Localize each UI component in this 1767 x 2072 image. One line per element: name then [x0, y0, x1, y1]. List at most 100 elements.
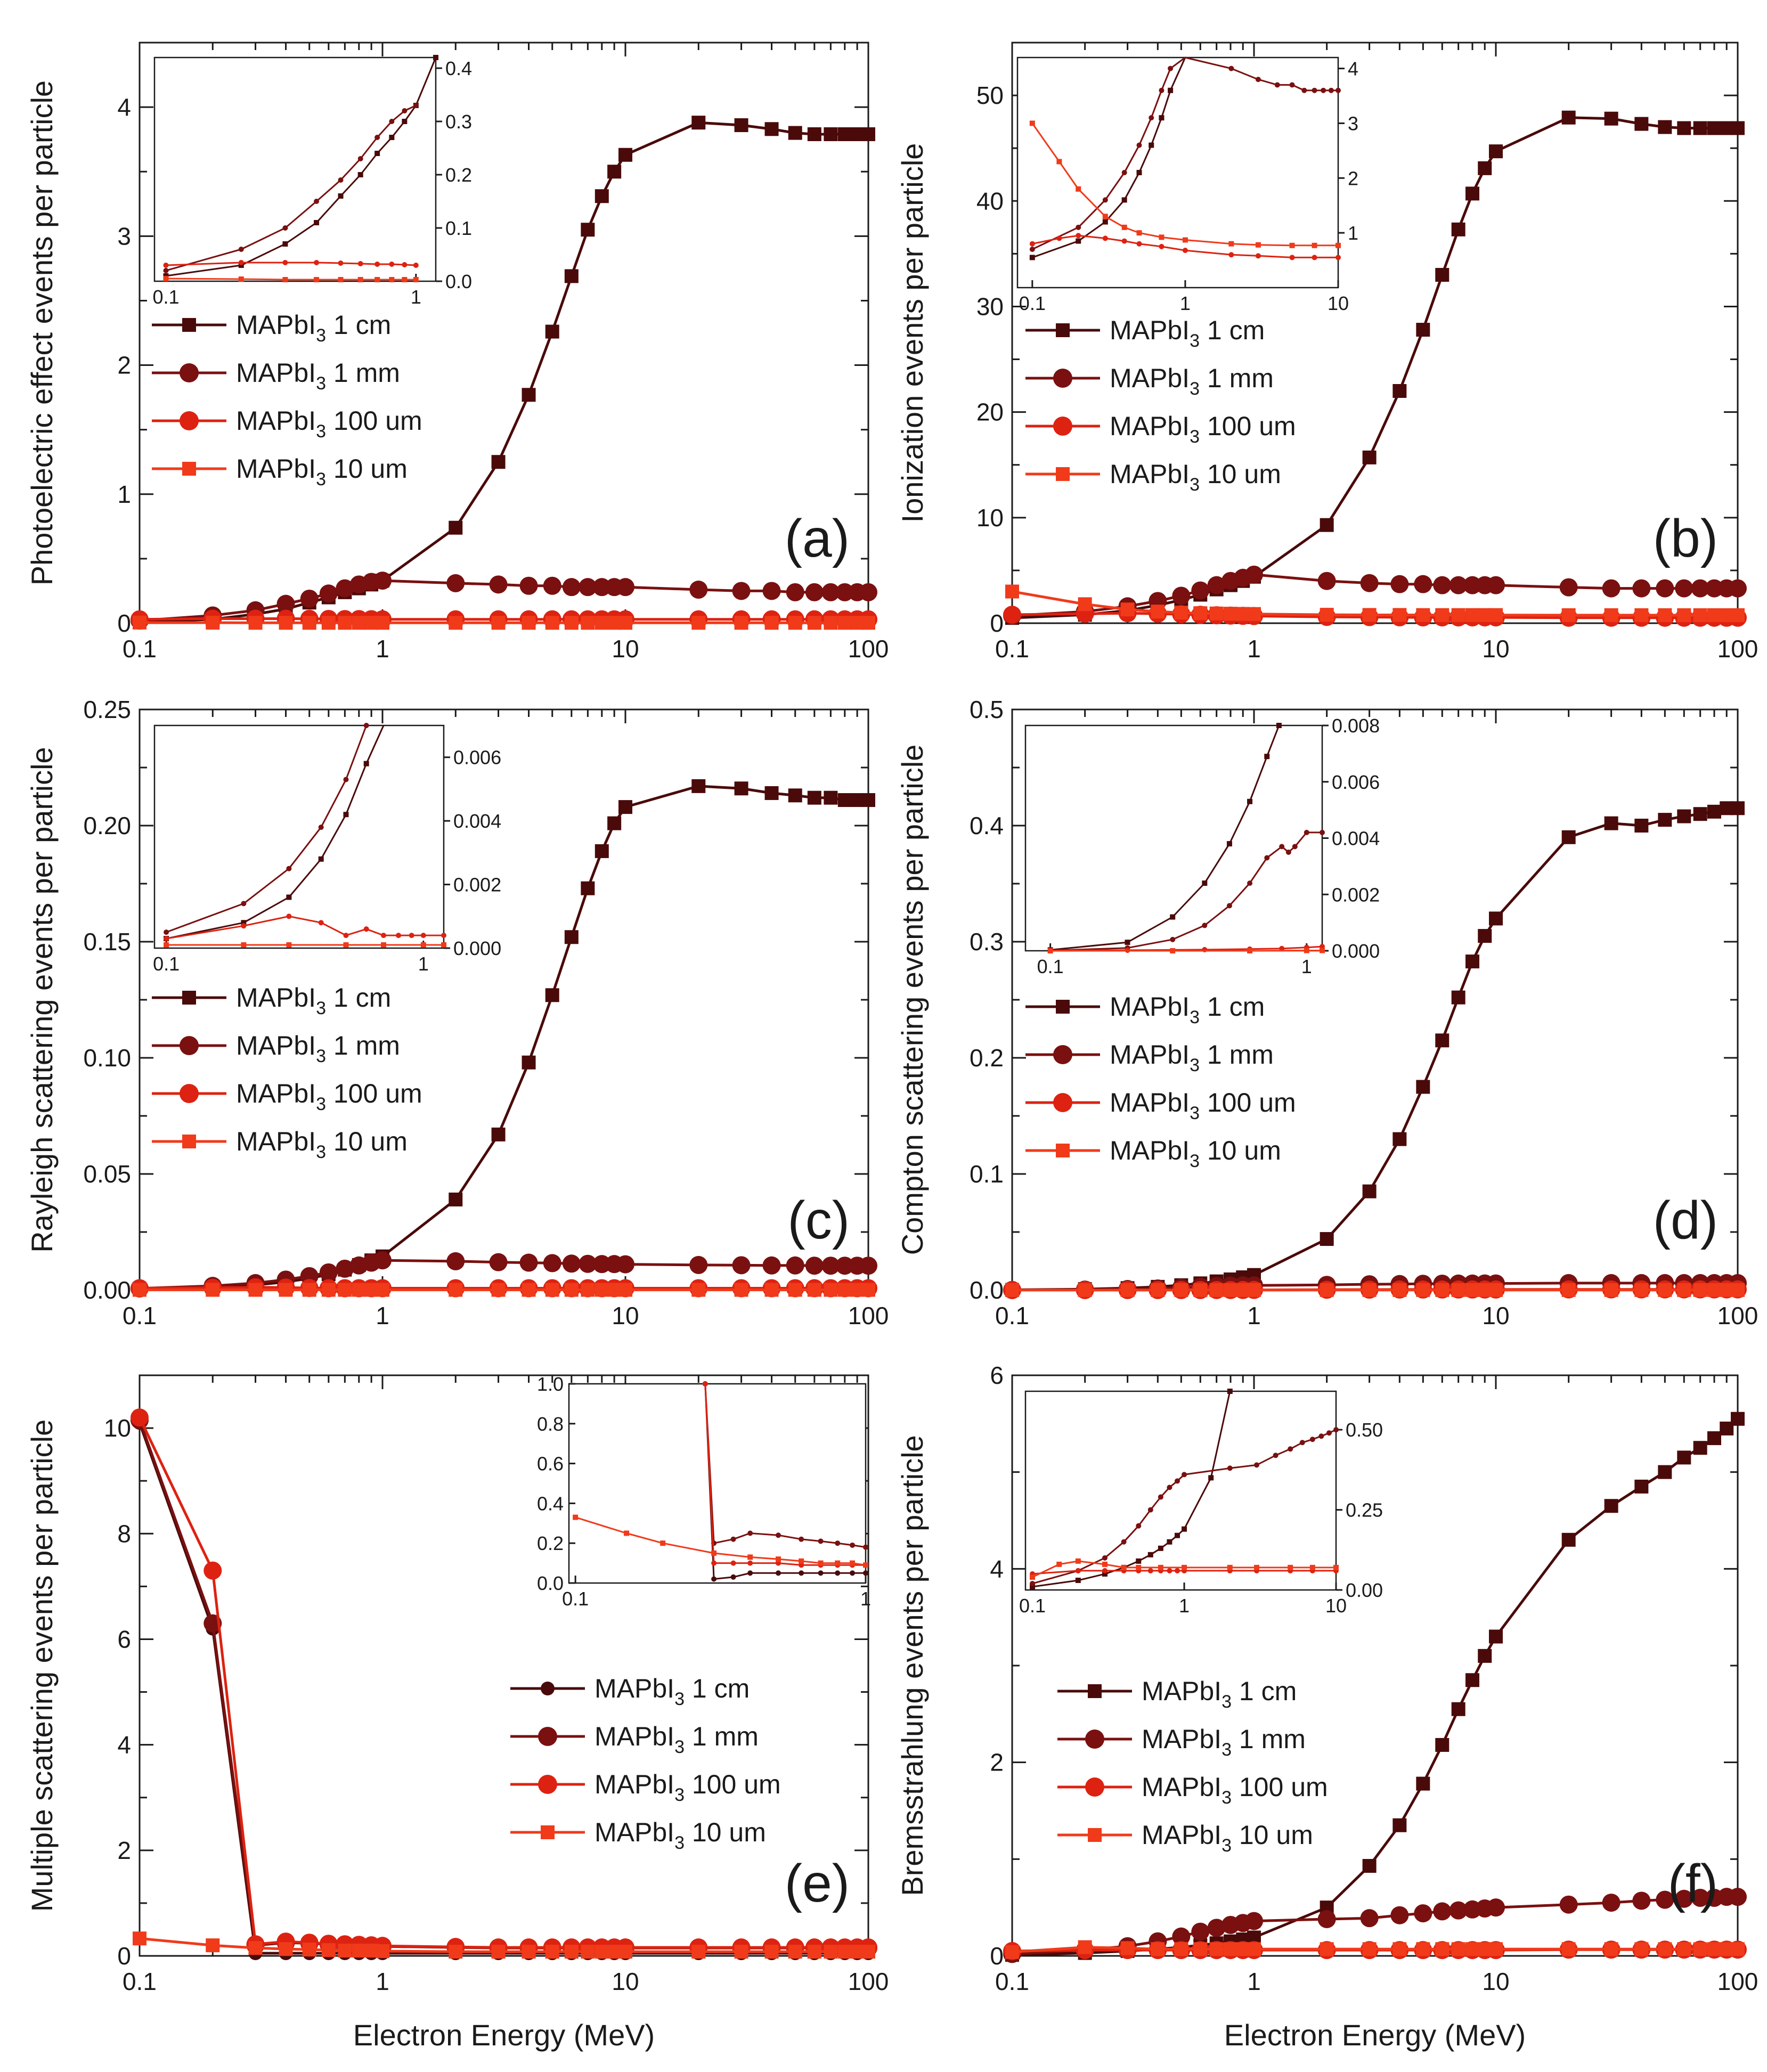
series-3-point [1658, 1283, 1672, 1297]
y-tick-label: 0.15 [83, 928, 131, 956]
legend-marker [1056, 467, 1070, 481]
inset-series-3-point [286, 942, 292, 948]
series-1-point [1245, 565, 1263, 584]
inset-series-1-point [238, 247, 244, 252]
legend-prefix: MAPbI [236, 1127, 316, 1156]
inset-chart: 0.1 1 0.000 0.002 0.004 0.006 0.008 [1024, 715, 1380, 977]
inset-series-3-point [1182, 237, 1188, 243]
series-3-point [248, 616, 263, 630]
legend-subscript: 3 [674, 1785, 685, 1805]
inset-series-1-point [1159, 87, 1165, 93]
series-3-point [376, 1944, 389, 1959]
series-3-point [1693, 608, 1707, 622]
inset-series-3-point [1320, 948, 1325, 953]
inset-series-1-point [1304, 829, 1309, 835]
inset-series-3 [1030, 1558, 1339, 1580]
inset-series-1 [164, 723, 369, 935]
series-0-point [564, 269, 579, 283]
inset-series-0-point [241, 920, 247, 926]
inset-series-0-point [433, 55, 438, 60]
series-1-point [579, 1254, 597, 1273]
inset-series-2-point [286, 913, 292, 919]
series-3-point [352, 1283, 366, 1297]
legend-entry: MAPbI3 1 cm [510, 1674, 750, 1709]
inset-series-2-point [282, 260, 288, 265]
series-3-point [1320, 608, 1334, 622]
legend-subscript: 3 [316, 998, 326, 1018]
series-3 [1005, 1940, 1745, 1959]
series-3-point [1005, 1945, 1019, 1959]
series-3-point [522, 1283, 536, 1297]
inset-series-3-point [1136, 230, 1142, 236]
series-3-point [837, 1283, 852, 1297]
inset-series-0-point [374, 151, 380, 156]
x-tick-label: 1 [1247, 1968, 1261, 1995]
inset-series-1 [163, 103, 419, 273]
legend-marker [182, 462, 196, 476]
series-3-point [1320, 1283, 1334, 1297]
inset-series-1-point [818, 1538, 824, 1544]
y-tick-label: 0 [117, 609, 131, 637]
y-tick-label: 0 [117, 1942, 131, 1970]
series-2-point [203, 1561, 222, 1580]
series-0-point [1604, 1499, 1618, 1513]
inset-y-tick-label: 0.50 [1346, 1419, 1383, 1441]
inset-series-3-point [1102, 1561, 1108, 1567]
legend-label: MAPbI3 1 cm [1110, 992, 1265, 1027]
series-3-point [338, 1283, 352, 1297]
series-0-point [1478, 161, 1492, 175]
panel-letter: (f) [1668, 1854, 1718, 1913]
series-3-point [376, 1283, 389, 1297]
inset-series-1-point [1149, 115, 1154, 121]
inset-series-2-point [318, 920, 324, 926]
series-3-point [807, 1945, 821, 1959]
series-1-point [1675, 579, 1693, 598]
series-0-line [138, 1422, 868, 1955]
inset-series-1 [1030, 1427, 1339, 1586]
y-tick-label: 0.20 [83, 812, 131, 839]
inset-series-2-point [1336, 255, 1341, 260]
series-3-point [449, 616, 463, 630]
legend-entry: MAPbI3 1 mm [510, 1722, 759, 1757]
inset-series-3-point [381, 942, 387, 948]
legend-marker [182, 991, 196, 1005]
x-tick-label: 0.1 [995, 1302, 1029, 1329]
series-3-point [279, 1942, 293, 1956]
legend-label: MAPbI3 1 mm [595, 1722, 759, 1757]
legend-entry: MAPbI3 10 um [1025, 1136, 1281, 1171]
inset-series-1-point [402, 108, 408, 113]
inset-series-2-point [1102, 1568, 1108, 1573]
inset-x-tick-label: 0.1 [562, 1588, 589, 1610]
series-3-point [1362, 608, 1377, 622]
series-0-point [1707, 121, 1722, 135]
x-tick-label: 0.1 [123, 1302, 157, 1329]
legend-marker [1085, 1777, 1104, 1797]
inset-series-0-point [863, 1570, 868, 1576]
inset-series-1-point [1247, 880, 1253, 886]
series-3-point [1120, 1941, 1135, 1955]
inset-series-1-point [1076, 224, 1081, 230]
series-0-point [1604, 816, 1618, 830]
series-1-point [446, 1252, 465, 1270]
series-1-point [1691, 1889, 1709, 1907]
series-3-point [1224, 1283, 1238, 1297]
inset-series-1-point [1158, 1494, 1163, 1500]
legend-suffix: 1 cm [326, 983, 391, 1013]
legend-label: MAPbI3 100 um [595, 1769, 781, 1805]
inset-series-1-point [318, 825, 324, 830]
series-3-point [691, 1283, 706, 1297]
legend-label: MAPbI3 1 cm [236, 310, 391, 346]
inset-y-tick-label: 0.00 [1346, 1579, 1383, 1601]
inset-series-3-point [1159, 234, 1165, 240]
chart-panel-4: 0.1 1 10 100 0 2 4 6 8 10 Multiple scattering even… [25, 1373, 889, 2052]
legend-prefix: MAPbI [236, 983, 316, 1013]
series-0-point [1731, 1412, 1745, 1426]
series-1-point [805, 1257, 824, 1275]
series-3-point [595, 616, 609, 630]
panel-letter: (d) [1653, 1190, 1718, 1250]
series-1-point [1245, 1912, 1263, 1930]
inset-series-0-point [835, 1570, 841, 1576]
legend-marker [541, 1682, 555, 1695]
